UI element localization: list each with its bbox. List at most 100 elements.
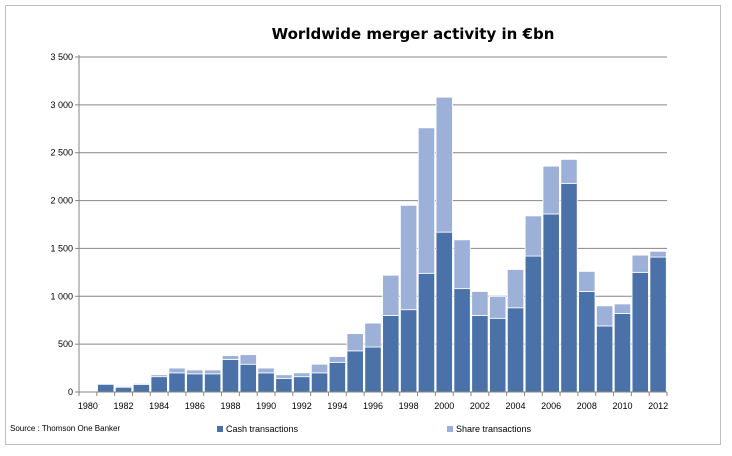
bar-segment xyxy=(649,250,667,258)
bar-segment xyxy=(186,369,204,375)
axes xyxy=(78,55,668,396)
source-note: Source : Thomson One Banker xyxy=(10,424,120,433)
y-tick-label: 3 000 xyxy=(50,100,73,110)
bar-segment xyxy=(328,361,346,393)
bar-segment xyxy=(97,383,115,393)
bar-segment xyxy=(221,359,240,393)
bar-segment xyxy=(132,382,150,385)
stacked-bar-chart: Worldwide merger activity in €bn 0 500 1 0… xyxy=(10,25,668,434)
bar-segment xyxy=(578,270,596,292)
bar-segment xyxy=(257,372,275,393)
x-tick-label: 2000 xyxy=(434,401,454,411)
bar-segment xyxy=(578,291,596,393)
x-tick-label: 1980 xyxy=(78,401,98,411)
bar-segment xyxy=(346,350,364,393)
y-tick-label: 2 000 xyxy=(50,196,73,206)
bar-segment xyxy=(150,374,168,378)
bar-segment xyxy=(489,295,507,319)
bar-segment xyxy=(328,356,346,363)
bar-segment xyxy=(542,165,560,215)
bar-segment xyxy=(631,254,649,273)
bar-segment xyxy=(293,372,311,378)
y-tick-label: 0 xyxy=(68,387,73,397)
bar-segment xyxy=(204,373,222,393)
bar-segment xyxy=(257,367,275,374)
x-tick-label: 2012 xyxy=(648,401,668,411)
bar-segment xyxy=(560,182,578,393)
bar-segment xyxy=(382,274,400,316)
y-tick-label: 500 xyxy=(58,339,73,349)
legend-swatch xyxy=(217,426,223,432)
x-tick-label: 1982 xyxy=(114,401,134,411)
bar-segment xyxy=(471,291,489,316)
y-tick-label: 1 500 xyxy=(50,243,73,253)
x-tick-label: 2006 xyxy=(541,401,561,411)
bar-segment xyxy=(310,363,329,374)
bar-segment xyxy=(346,333,364,352)
bar-segment xyxy=(364,322,382,348)
bars xyxy=(97,96,667,393)
bar-segment xyxy=(471,315,489,393)
bar-segment xyxy=(506,307,525,393)
bar-segment xyxy=(114,386,133,393)
bar-segment xyxy=(524,255,542,393)
x-tick-label: 2004 xyxy=(506,401,526,411)
x-tick-label: 1984 xyxy=(149,401,169,411)
bar-segment xyxy=(310,372,329,393)
x-tick-label: 1998 xyxy=(399,401,419,411)
bar-segment xyxy=(221,355,240,360)
legend: Cash transactions Share transactions xyxy=(217,424,532,434)
bar-segment xyxy=(435,96,453,233)
x-tick-label: 2008 xyxy=(577,401,597,411)
bar-segment xyxy=(364,346,382,393)
bar-segment xyxy=(239,354,257,365)
bar-segment xyxy=(417,272,436,393)
chart-title: Worldwide merger activity in €bn xyxy=(272,25,555,43)
bar-segment xyxy=(560,159,578,184)
bar-segment xyxy=(275,374,293,379)
bar-segment xyxy=(435,231,453,393)
bar-segment xyxy=(293,376,311,393)
bar-segment xyxy=(168,367,186,374)
x-tick-label: 1990 xyxy=(256,401,276,411)
bar-segment xyxy=(631,271,649,393)
y-tick-label: 3 500 xyxy=(50,52,73,62)
x-tick-label: 1986 xyxy=(185,401,205,411)
x-tick-label: 1988 xyxy=(220,401,240,411)
bar-segment xyxy=(382,315,400,393)
x-axis-tick-labels: 1980 1982 1984 1986 1988 1990 1992 1994 1996 1998… xyxy=(78,401,668,411)
legend-swatch xyxy=(447,426,453,432)
bar-segment xyxy=(542,213,560,393)
legend-label: Share transactions xyxy=(456,424,532,434)
bar-segment xyxy=(186,373,204,393)
bar-segment xyxy=(489,317,507,393)
bar-segment xyxy=(649,256,667,393)
bar-segment xyxy=(596,325,614,393)
bar-segment xyxy=(453,288,471,393)
bar-segment xyxy=(204,369,222,375)
legend-label: Cash transactions xyxy=(226,424,299,434)
bar-segment xyxy=(596,305,614,327)
bar-segment xyxy=(453,239,471,290)
bar-segment xyxy=(114,385,133,388)
bar-segment xyxy=(239,363,257,393)
y-tick-label: 2 500 xyxy=(50,148,73,158)
x-tick-label: 1992 xyxy=(292,401,312,411)
x-tick-label: 2002 xyxy=(470,401,490,411)
bar-segment xyxy=(400,309,418,393)
bar-segment xyxy=(613,313,632,393)
bar-segment xyxy=(150,376,168,393)
bar-segment xyxy=(524,215,542,257)
y-axis-tick-labels: 0 500 1 000 1 500 2 000 2 500 3 000 3 500 xyxy=(50,52,73,397)
bar-segment xyxy=(132,383,150,393)
bar-segment xyxy=(275,378,293,393)
bar-segment xyxy=(417,127,436,274)
bar-segment xyxy=(168,372,186,393)
x-tick-label: 2010 xyxy=(612,401,632,411)
x-tick-label: 1996 xyxy=(363,401,383,411)
gridlines xyxy=(75,56,667,393)
chart-frame: Worldwide merger activity in €bn 0 500 1 0… xyxy=(5,5,721,445)
bar-segment xyxy=(613,303,632,314)
bar-segment xyxy=(400,204,418,311)
x-tick-label: 1994 xyxy=(327,401,347,411)
